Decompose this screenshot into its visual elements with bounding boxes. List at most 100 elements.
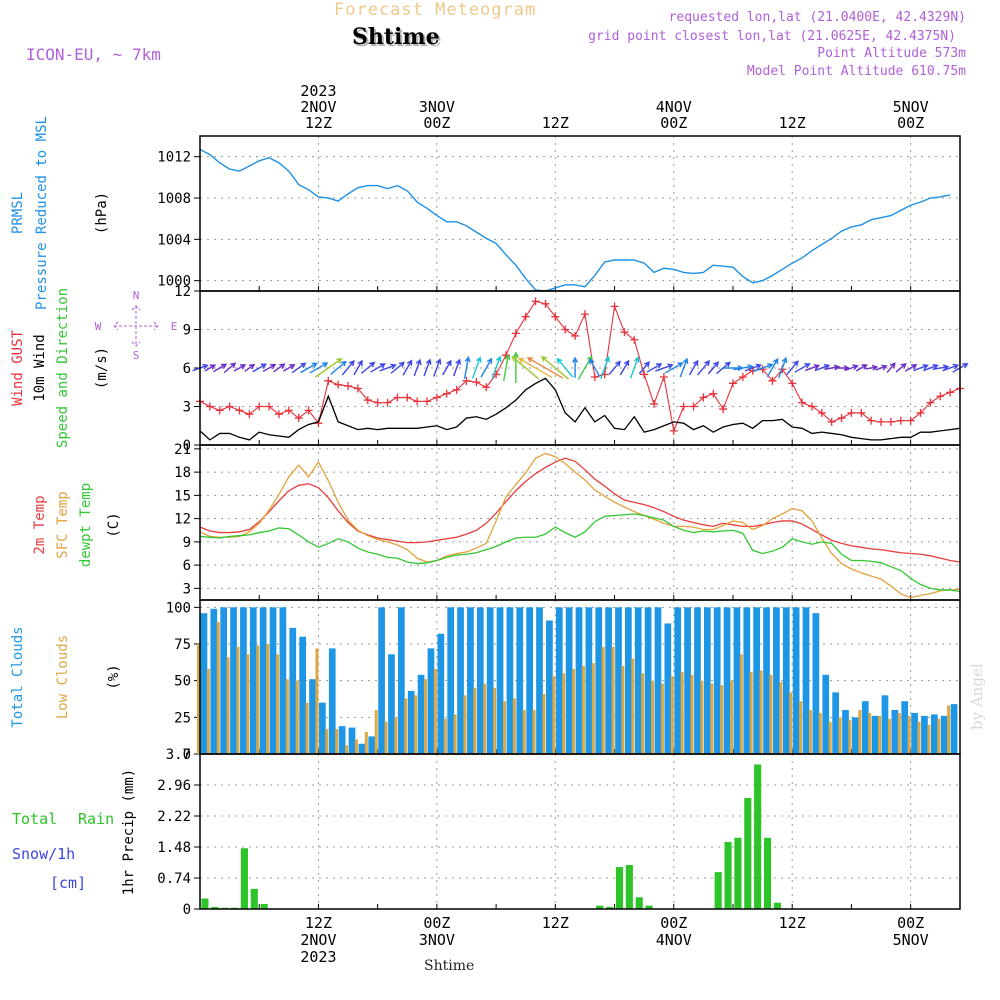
wind-arrow — [283, 364, 296, 372]
low-cloud-bar — [769, 674, 773, 754]
ytick-label-pressure: 1008 — [157, 191, 191, 207]
wind-arrow — [619, 359, 630, 376]
wind-arrow — [904, 364, 918, 372]
gust-point — [886, 417, 895, 426]
gust-point — [324, 376, 333, 385]
gust-point — [719, 405, 728, 414]
wind-arrow — [517, 357, 553, 379]
top-time-label: 3NOV — [419, 98, 455, 116]
wind-arrow — [638, 361, 650, 375]
total-cloud-bar — [289, 627, 297, 754]
precip-bar — [645, 905, 653, 909]
low-cloud-bar — [897, 712, 901, 754]
precip-label-snow: Snow/1h — [12, 845, 75, 863]
wind-arrow — [314, 358, 343, 378]
low-cloud-bar — [858, 710, 862, 754]
wind-arrow — [766, 357, 779, 378]
gust-point — [669, 426, 678, 435]
total-cloud-bar — [249, 607, 257, 754]
total-cloud-bar — [259, 607, 267, 754]
bottom-time-label: 2023 — [300, 948, 336, 966]
precip-bar — [714, 872, 722, 909]
total-cloud-bar — [624, 607, 632, 754]
total-cloud-bar — [269, 607, 277, 754]
total-cloud-bar — [802, 607, 810, 754]
low-cloud-bar — [542, 693, 546, 754]
ytick-label-wind: 0 — [183, 438, 191, 454]
gust-point — [620, 328, 629, 337]
top-time-label: 5NOV — [893, 98, 929, 116]
wind-label-1: Wind GUST — [10, 330, 26, 406]
gust-point — [906, 416, 915, 425]
wind-arrow — [655, 363, 674, 372]
wind-arrow — [213, 363, 228, 373]
ytick-label-wind: 9 — [183, 323, 191, 339]
bottom-time-label: 5NOV — [893, 931, 929, 949]
ytick-label-temperature: 9 — [183, 535, 191, 551]
low-cloud-bar — [246, 654, 250, 754]
precip-bar — [615, 867, 624, 909]
bottom-time-label: 12Z — [305, 914, 332, 932]
model-altitude: Model Point Altitude 610.75m — [746, 64, 966, 79]
total-cloud-bar — [822, 674, 830, 754]
total-cloud-bar — [595, 607, 603, 754]
total-cloud-bar — [417, 674, 425, 754]
gust-point — [284, 406, 293, 415]
total-cloud-bar — [536, 607, 543, 754]
wind-line — [199, 377, 961, 441]
wind-arrow — [423, 358, 432, 377]
total-cloud-bar — [210, 608, 218, 754]
temp-label-3: dewpt Temp — [78, 483, 94, 567]
gust-point — [659, 372, 668, 381]
ytick-label-temperature: 3 — [183, 581, 191, 597]
total-cloud-bar — [832, 692, 839, 754]
precip-bar — [250, 888, 258, 909]
low-cloud-bar — [404, 698, 408, 754]
ytick-label-precipitation: 1.48 — [157, 840, 191, 856]
low-cloud-bar — [739, 654, 743, 754]
total-cloud-bar — [921, 715, 928, 754]
ytick-label-precipitation: 2.22 — [157, 809, 191, 825]
wind-arrow — [273, 363, 286, 373]
total-cloud-bar — [220, 607, 228, 754]
gust-point — [482, 383, 491, 392]
top-time-label: 4NOV — [656, 98, 692, 116]
gust-point — [630, 335, 639, 344]
total-cloud-bar — [279, 607, 287, 754]
precip-ylabel: 1hr Precip (mm) — [121, 769, 137, 895]
total-cloud-bar — [753, 607, 761, 754]
wind-arrow — [300, 362, 318, 374]
low-cloud-bar — [878, 715, 882, 754]
top-time-label: 12Z — [305, 114, 332, 132]
low-cloud-bar — [374, 710, 378, 754]
gust-point — [916, 408, 925, 417]
total-cloud-bar — [694, 607, 701, 754]
low-cloud-bar — [700, 680, 704, 754]
total-cloud-bar — [427, 648, 435, 754]
wind-arrow — [390, 361, 405, 374]
total-cloud-bar — [852, 717, 859, 754]
total-cloud-bar — [911, 712, 918, 754]
wind-arrow — [664, 362, 684, 374]
total-cloud-bar — [230, 607, 237, 754]
precip-label-total: Total — [12, 810, 57, 828]
gust-point — [689, 402, 698, 411]
wind-arrow — [744, 363, 762, 372]
low-cloud-bar — [848, 720, 852, 754]
wind-arrow — [252, 363, 267, 373]
compass-rose — [113, 305, 159, 347]
total-cloud-bar — [457, 607, 464, 754]
wind-arrow — [233, 364, 247, 372]
gust-point — [610, 302, 619, 311]
gust-point — [877, 417, 886, 426]
wind-arrow — [855, 364, 868, 372]
ytick-label-pressure: 1004 — [157, 232, 191, 248]
total-cloud-bar — [397, 607, 405, 754]
wind-arrow — [291, 362, 307, 374]
low-cloud-bar — [759, 670, 763, 754]
gust-point — [383, 398, 392, 407]
top-time-label: 00Z — [660, 114, 687, 132]
panel-frame-precipitation — [199, 753, 961, 910]
bottom-time-label: 3NOV — [419, 931, 455, 949]
wind-arrow — [679, 357, 689, 378]
